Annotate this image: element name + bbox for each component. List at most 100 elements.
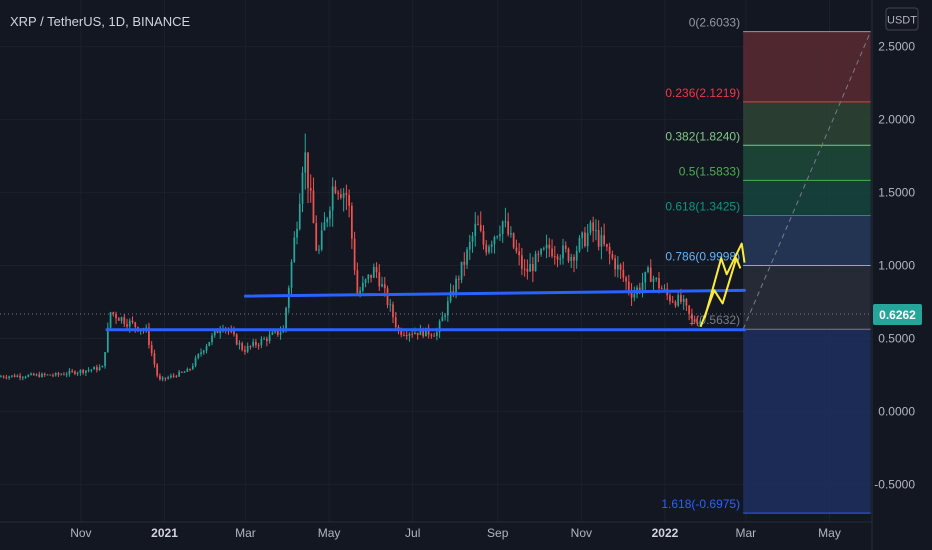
- candle-body: [153, 353, 156, 365]
- candle-body: [93, 367, 95, 370]
- fib-zone: [743, 31, 871, 102]
- candle-body: [235, 334, 238, 345]
- candle-body: [455, 278, 457, 295]
- candle-body: [10, 375, 13, 377]
- candle-body: [216, 330, 219, 334]
- candle-body: [647, 267, 649, 272]
- candle-body: [682, 298, 685, 302]
- candle-body: [655, 278, 658, 280]
- candle-body: [627, 281, 630, 291]
- candle-body: [128, 320, 131, 327]
- candle-body: [534, 253, 537, 272]
- candle-body: [383, 284, 386, 289]
- candle-body: [392, 304, 394, 318]
- candle-body: [463, 261, 466, 265]
- candle-body: [551, 248, 553, 257]
- x-tick-label: May: [318, 526, 341, 540]
- x-tick-label: Nov: [571, 526, 592, 540]
- candle-body: [641, 282, 644, 291]
- candle-body: [98, 367, 101, 371]
- candle-body: [120, 317, 123, 321]
- currency-badge[interactable]: [885, 7, 919, 31]
- candle-body: [159, 375, 161, 380]
- candle-body: [493, 236, 496, 245]
- candle-body: [608, 246, 611, 255]
- user-drawings[interactable]: [105, 242, 746, 332]
- candle-body: [63, 374, 65, 376]
- candle-body: [175, 375, 178, 377]
- candle-body: [477, 223, 479, 225]
- candle-body: [315, 223, 318, 251]
- candle-body: [131, 320, 134, 323]
- candle-body: [449, 291, 452, 302]
- candle-body: [189, 368, 191, 370]
- candle-body: [699, 321, 701, 325]
- candle-body: [76, 372, 79, 374]
- candle-body: [334, 186, 337, 193]
- candle-body: [230, 330, 233, 332]
- candle-body: [688, 305, 691, 314]
- y-tick-label: 1.0000: [878, 259, 915, 273]
- candle-body: [488, 246, 490, 253]
- candle-body: [164, 377, 167, 379]
- candle-body: [156, 364, 159, 376]
- candle-body: [350, 205, 353, 239]
- candle-body: [649, 267, 652, 282]
- candle-body: [41, 373, 43, 378]
- candle-body: [570, 257, 573, 261]
- candle-body: [507, 221, 510, 235]
- candle-body: [271, 332, 274, 335]
- fib-level-label: 1(0.5632): [689, 313, 740, 327]
- fib-zone: [743, 101, 871, 146]
- candle-body: [468, 241, 471, 250]
- candle-body: [367, 274, 370, 280]
- x-tick-label: 2021: [151, 526, 178, 540]
- candle-body: [400, 330, 403, 335]
- candle-body: [658, 278, 660, 289]
- candle-body: [575, 250, 578, 261]
- fib-level-label: 0.236(2.1219): [665, 86, 740, 100]
- projection-arrow: [703, 242, 746, 319]
- candle-body: [117, 318, 120, 321]
- candle-body: [501, 221, 504, 235]
- candle-body: [200, 352, 202, 355]
- candle-body: [249, 345, 252, 347]
- candle-body: [202, 350, 205, 353]
- candle-body: [298, 203, 301, 229]
- candle-body: [27, 374, 30, 377]
- candle-body: [603, 235, 606, 245]
- candle-body: [126, 324, 128, 327]
- candle-body: [19, 375, 21, 378]
- candle-body: [644, 271, 647, 283]
- candle-body: [685, 298, 688, 306]
- candle-body: [537, 253, 540, 255]
- price-scale-panel[interactable]: [872, 0, 932, 550]
- candle-body: [622, 269, 625, 278]
- candle-body: [276, 330, 279, 335]
- candle-body: [460, 261, 463, 280]
- candle-body: [238, 343, 241, 345]
- candle-body: [65, 374, 68, 376]
- fib-zone: [743, 145, 871, 181]
- candle-body: [633, 294, 636, 298]
- fibonacci-retracement[interactable]: 0(2.6033) 0.236(2.1219) 0.382(1.8240) 0.5(1…: [661, 16, 872, 514]
- candle-body: [597, 230, 600, 247]
- time-axis[interactable]: Nov 2021 Mar May Jul Sep Nov 2022 Mar May: [0, 521, 872, 540]
- candle-body: [616, 264, 619, 270]
- candle-body: [260, 339, 263, 346]
- y-tick-label: 2.5000: [878, 40, 915, 54]
- candle-body: [441, 316, 444, 322]
- candle-body: [361, 282, 364, 291]
- candle-body: [490, 244, 493, 247]
- x-tick-label: Mar: [235, 526, 256, 540]
- symbol-title[interactable]: XRP / TetherUS, 1D, BINANCE: [10, 14, 190, 29]
- candle-body: [161, 377, 164, 380]
- candle-body: [68, 370, 71, 375]
- candle-body: [414, 332, 416, 334]
- candle-body: [123, 317, 126, 325]
- candle-body: [466, 249, 468, 265]
- candle-body: [79, 370, 82, 373]
- candle-body: [589, 222, 592, 233]
- x-tick-label: 2022: [652, 526, 679, 540]
